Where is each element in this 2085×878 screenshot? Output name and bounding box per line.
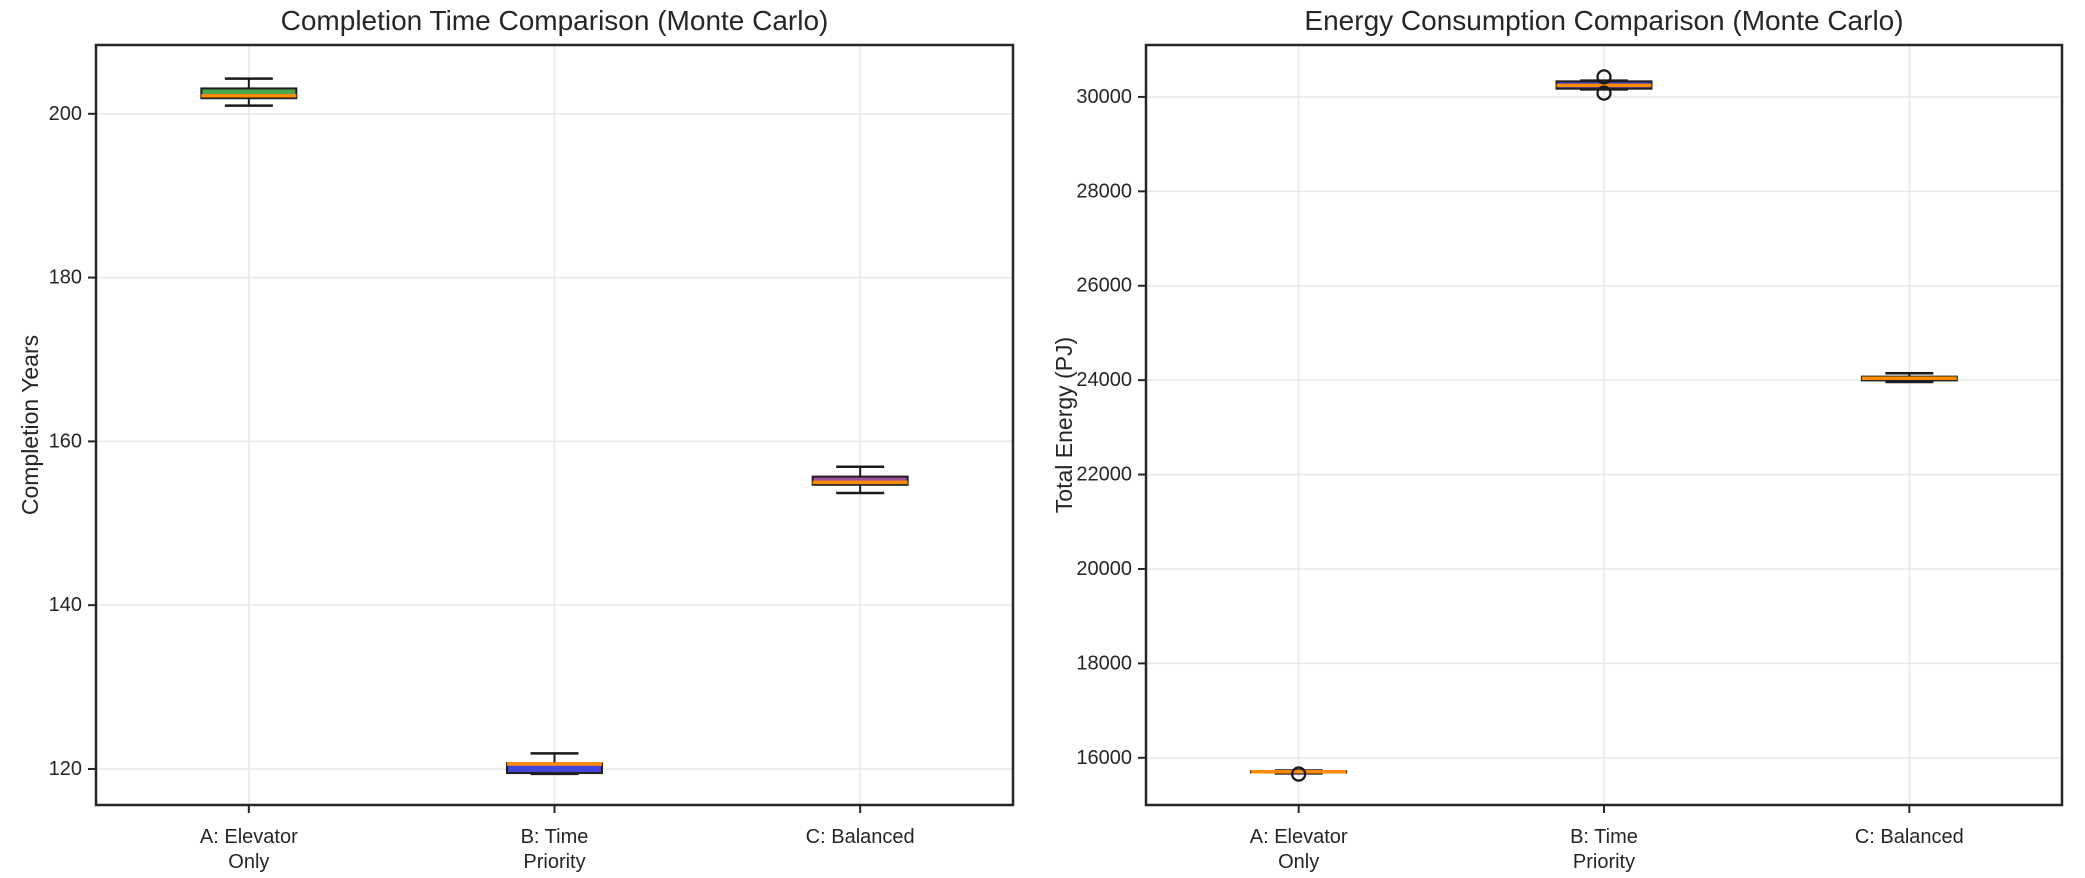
y-tick-label: 200 xyxy=(49,103,82,125)
x-category-label: C: Balanced xyxy=(806,826,915,848)
y-tick-label: 26000 xyxy=(1076,275,1132,297)
x-category-label: Priority xyxy=(1573,851,1635,873)
box-and-whisker xyxy=(811,465,909,495)
y-tick-label: 28000 xyxy=(1076,180,1132,202)
y-tick-label: 16000 xyxy=(1076,747,1132,769)
y-tick-label: 20000 xyxy=(1076,558,1132,580)
completion-time-boxplot: 120 140 160 180 200 A: Elevator Only B: Time Pri… xyxy=(49,43,1015,873)
y-tick-label: 22000 xyxy=(1076,464,1132,486)
outlier-marker xyxy=(1596,85,1612,101)
x-category-label: C: Balanced xyxy=(1855,826,1964,848)
x-category-label: Priority xyxy=(523,851,585,873)
x-category-label: A: Elevator xyxy=(200,826,298,848)
x-category-label: Only xyxy=(228,851,269,873)
x-category-label: B: Time xyxy=(521,826,589,848)
y-tick-label: 180 xyxy=(49,267,82,289)
x-category-label: B: Time xyxy=(1570,826,1638,848)
box-and-whisker xyxy=(506,752,603,776)
y-tick-label: 160 xyxy=(49,430,82,452)
plot-border xyxy=(94,43,1015,807)
box-and-whisker xyxy=(1860,372,1958,384)
y-axis-label: Total Energy (PJ) xyxy=(1051,336,1077,514)
chart-title: Completion Time Comparison (Monte Carlo) xyxy=(280,5,829,36)
y-tick-label: 120 xyxy=(49,758,82,780)
x-category-label: Only xyxy=(1278,851,1319,873)
outlier-marker xyxy=(1291,766,1307,782)
y-tick-label: 140 xyxy=(49,594,82,616)
energy-consumption-boxplot: 16000 18000 20000 22000 24000 26000 28000 30000… xyxy=(1076,43,2064,873)
box-and-whisker xyxy=(200,77,298,107)
chart-panel-completion-time: 120 140 160 180 200 A: Elevator Only B: Time Pri… xyxy=(17,5,1015,873)
x-category-label: A: Elevator xyxy=(1250,826,1348,848)
plot-border xyxy=(1144,43,2064,807)
chart-title: Energy Consumption Comparison (Monte Car… xyxy=(1304,5,1904,36)
chart-panel-energy-consumption: 16000 18000 20000 22000 24000 26000 28000 30000… xyxy=(1042,0,2085,878)
outlier-marker xyxy=(1596,69,1612,85)
y-tick-label: 18000 xyxy=(1076,652,1132,674)
box-and-whisker xyxy=(1555,69,1653,101)
box-iqr xyxy=(200,87,298,100)
y-axis-label: Completion Years xyxy=(17,334,43,516)
box-and-whisker xyxy=(1250,766,1348,782)
y-tick-label: 24000 xyxy=(1076,369,1132,391)
y-tick-label: 30000 xyxy=(1076,86,1132,108)
